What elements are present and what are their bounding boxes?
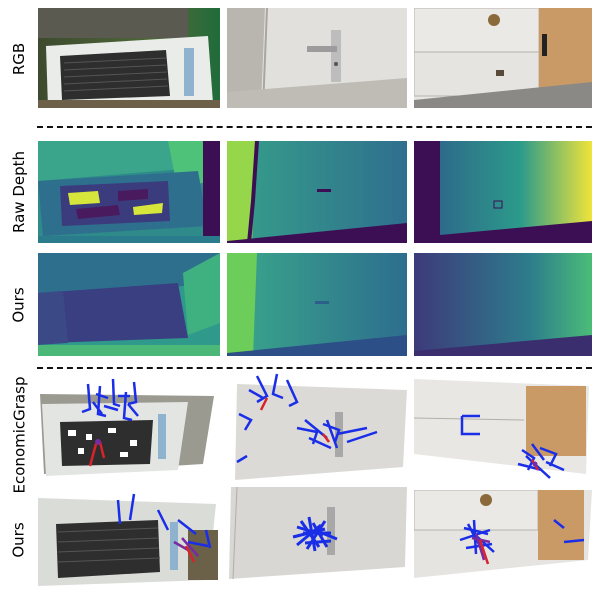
economicgrasp-pointcloud-door <box>227 372 407 482</box>
ours-grasp-microwave <box>38 490 220 590</box>
raw-depth-cabinet <box>414 141 592 243</box>
separator-line-bottom <box>37 367 592 369</box>
ours-depth-cabinet <box>414 253 592 356</box>
row-label-ours-depth: Ours <box>10 287 29 323</box>
row-label-ours-grasp: Ours <box>10 522 29 558</box>
row-label-rgb: RGB <box>10 42 28 76</box>
ours-depth-door <box>227 253 407 356</box>
rgb-image-cabinet <box>414 8 592 108</box>
rgb-image-door <box>227 8 407 108</box>
economicgrasp-pointcloud-microwave <box>38 374 220 484</box>
rgb-image-microwave <box>38 8 220 108</box>
ours-grasp-cabinet <box>414 490 592 580</box>
row-label-economicgrasp: EconomicGrasp <box>10 376 28 494</box>
ours-grasp-door <box>227 487 407 579</box>
ours-depth-microwave <box>38 253 220 356</box>
row-label-raw-depth: Raw Depth <box>10 150 29 234</box>
raw-depth-door <box>227 141 407 243</box>
economicgrasp-pointcloud-cabinet <box>414 374 592 484</box>
raw-depth-microwave <box>38 141 220 243</box>
separator-line-top <box>37 126 592 128</box>
